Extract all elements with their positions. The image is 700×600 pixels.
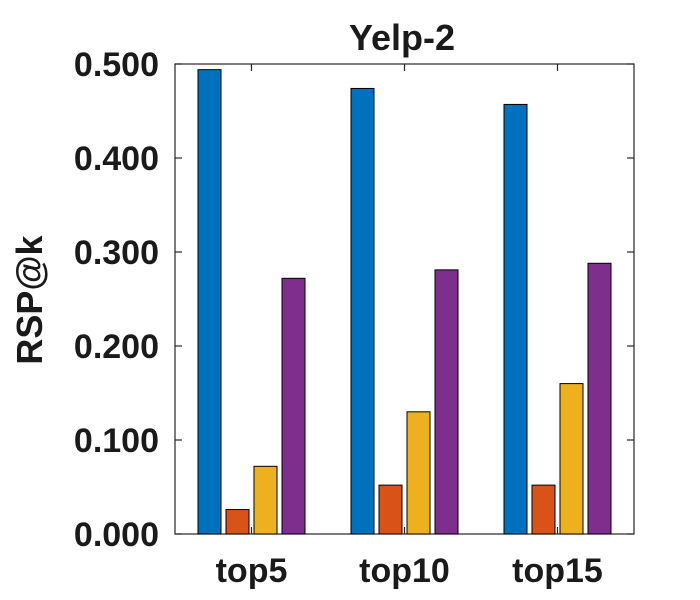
x-tick-label: top5 <box>216 552 288 590</box>
bar-top15-series-3 <box>559 383 584 535</box>
bar-top15-series-4 <box>587 262 612 535</box>
bar-top10-series-1 <box>350 87 375 535</box>
y-tick-label: 0.400 <box>74 140 159 178</box>
y-axis-label: RSP@k <box>9 234 50 364</box>
y-tick-label: 0.200 <box>74 328 159 366</box>
y-axis-ticks: 0.000 0.100 0.200 0.300 0.400 0.500 <box>74 46 634 554</box>
bar-top10-series-2 <box>378 484 403 535</box>
y-tick-label: 0.500 <box>74 46 159 84</box>
y-tick-label: 0.100 <box>74 422 159 460</box>
bar-top5-series-2 <box>225 509 250 535</box>
bar-top15-series-1 <box>503 103 528 535</box>
bar-top5-series-1 <box>197 69 222 535</box>
x-tick-label: top10 <box>359 552 450 590</box>
y-tick-label: 0.000 <box>74 516 159 554</box>
x-axis-ticks: top5 top10 top15 <box>216 64 603 590</box>
y-tick-label: 0.300 <box>74 234 159 272</box>
bar-top10-series-4 <box>434 269 459 535</box>
bars-group <box>197 69 612 535</box>
bar-top15-series-2 <box>531 484 556 535</box>
x-tick-label: top15 <box>512 552 603 590</box>
chart-title: Yelp-2 <box>349 17 455 58</box>
bar-top5-series-4 <box>281 277 306 535</box>
bar-top10-series-3 <box>406 411 431 535</box>
bar-top5-series-3 <box>253 465 278 535</box>
